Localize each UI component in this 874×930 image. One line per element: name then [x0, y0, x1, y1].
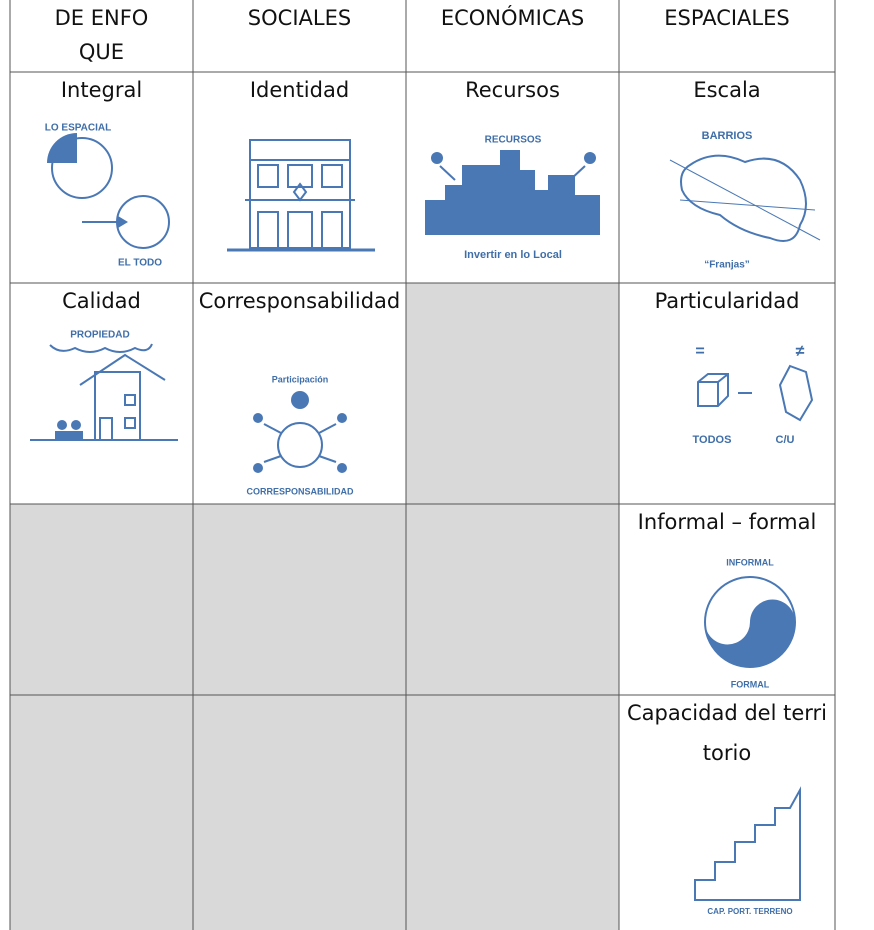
empty-cell	[193, 504, 406, 695]
icon-identidad	[227, 139, 375, 252]
icon-particularidad: = ≠ TODOS C/U	[693, 343, 814, 446]
empty-cell	[10, 695, 193, 930]
cell-title: Informal – formal	[637, 510, 817, 534]
cell-title: Capacidad del territorio	[627, 701, 827, 765]
icon-label: TODOS	[693, 434, 732, 446]
column-header: ESPACIALES	[664, 6, 790, 30]
icon-label: RECURSOS	[485, 135, 542, 146]
cell-title: Integral	[60, 78, 143, 102]
icon-label: EL TODO	[118, 258, 162, 269]
empty-cell	[406, 504, 619, 695]
icon-label: Participación	[272, 374, 329, 384]
gray-cells	[10, 283, 619, 930]
icon-label: LO ESPACIAL	[45, 123, 111, 134]
icon-label: =	[695, 343, 704, 360]
cell-title: Identidad	[249, 78, 350, 102]
column-header: ECONÓMICAS	[440, 6, 585, 30]
icon-label: CORRESPONSABILIDAD	[246, 486, 354, 496]
icon-label: Invertir en lo Local	[464, 249, 562, 261]
icon-capacidad: CAP. PORT. TERRENO	[694, 786, 801, 916]
icon-label: BARRIOS	[702, 130, 753, 142]
cell-title: Recursos	[465, 78, 560, 102]
empty-cell	[10, 504, 193, 695]
icon-recursos: RECURSOS Invertir en lo Local	[425, 135, 600, 261]
icon-escala: BARRIOS “Franjas”	[669, 130, 821, 271]
icon-integral: LO ESPACIAL EL TODO	[45, 123, 170, 269]
empty-cell	[406, 283, 619, 504]
column-header: SOCIALES	[247, 6, 352, 30]
icon-label: FORMAL	[731, 679, 770, 689]
cell-title: Corresponsabilidad	[198, 289, 401, 313]
grid	[9, 0, 836, 930]
icon-label: PROPIEDAD	[70, 330, 129, 341]
column-header: DE ENFOQUE	[54, 6, 149, 64]
icon-informal: INFORMAL FORMAL	[704, 557, 796, 689]
icon-label: ≠	[796, 343, 805, 360]
cell-title: Calidad	[62, 289, 141, 313]
cell-title: Particularidad	[654, 289, 800, 313]
icon-label: C/U	[776, 434, 795, 446]
icon-corresponsabilidad: Participación CORRESPONSABILIDAD	[246, 374, 354, 496]
icon-label: INFORMAL	[726, 557, 774, 567]
icon-label: CAP. PORT. TERRENO	[707, 907, 792, 916]
icon-label: “Franjas”	[704, 260, 750, 271]
cell-title: Escala	[693, 78, 761, 102]
empty-cell	[406, 695, 619, 930]
empty-cell	[193, 695, 406, 930]
icon-calidad: PROPIEDAD	[30, 330, 178, 441]
